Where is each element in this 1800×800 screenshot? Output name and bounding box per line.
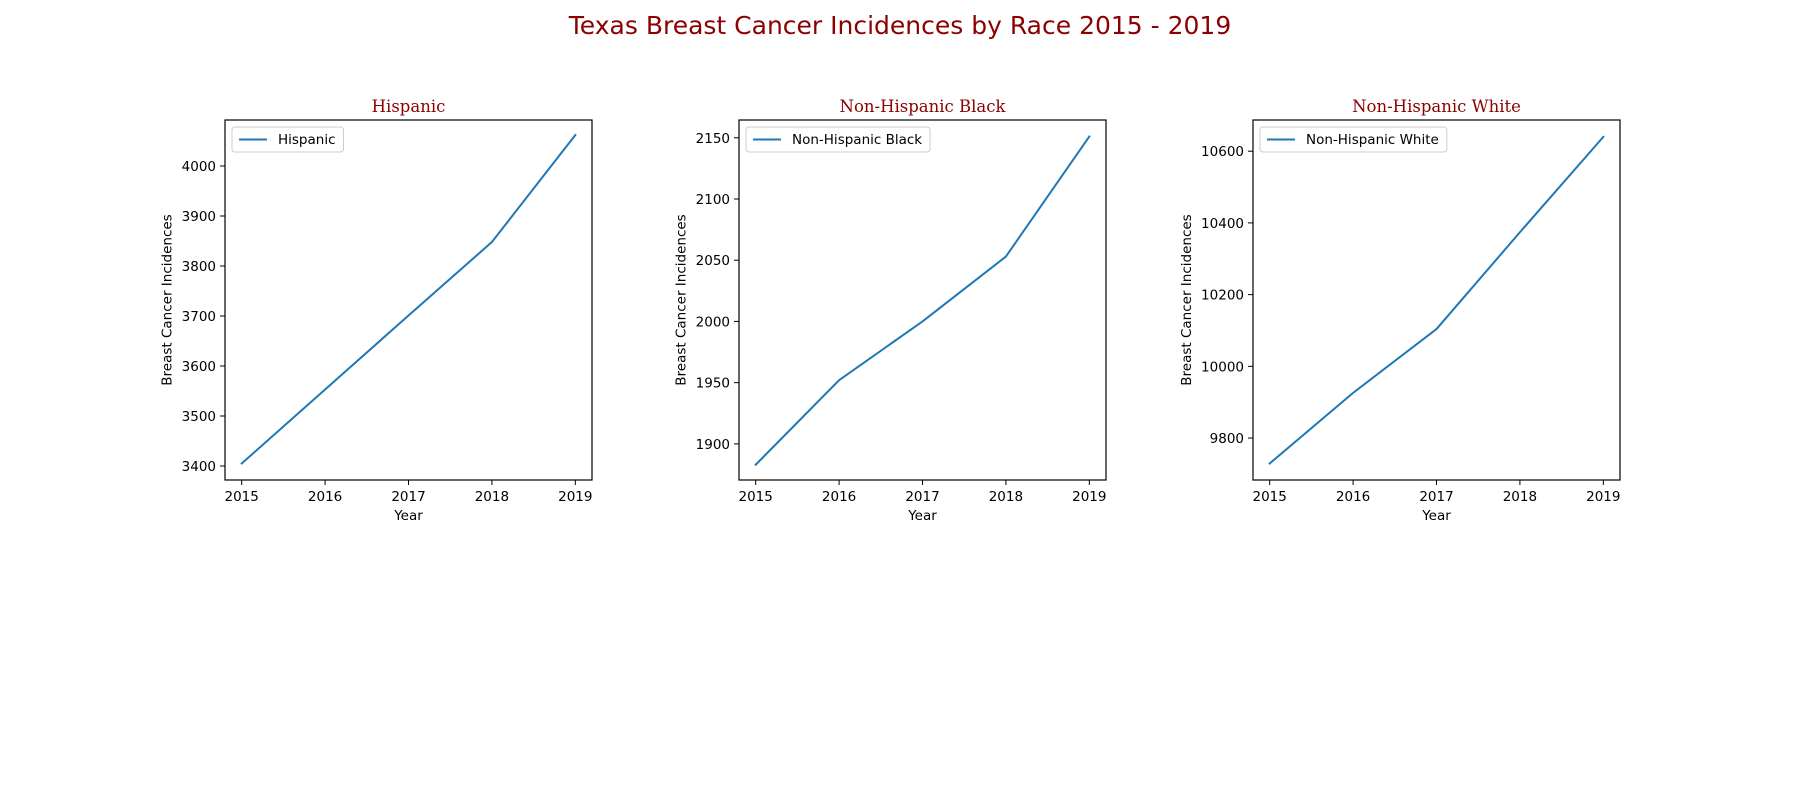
legend-box [231, 126, 345, 153]
y-tick-label: 10200 [1201, 288, 1244, 304]
y-axis-label: Breast Cancer Incidences [160, 214, 176, 385]
x-tick-label: 2019 [558, 489, 592, 505]
y-tick-label: 10000 [1201, 359, 1244, 375]
plot-area [1252, 119, 1621, 481]
plot-area [224, 119, 593, 481]
y-tick-label: 2050 [696, 253, 730, 269]
y-tick-label: 10600 [1201, 144, 1244, 160]
legend-label: Non-Hispanic White [1306, 132, 1439, 148]
x-tick-label: 2016 [308, 489, 342, 505]
y-tick-label: 2150 [696, 131, 730, 147]
y-tick-label: 3500 [182, 409, 216, 425]
y-tick-label: 3700 [182, 309, 216, 325]
subplot-title: Hispanic [372, 97, 446, 116]
x-tick-label: 2015 [225, 489, 259, 505]
legend-box [745, 126, 931, 153]
y-tick-label: 1950 [696, 376, 730, 392]
x-tick-label: 2019 [1586, 489, 1620, 505]
legend-label: Non-Hispanic Black [792, 132, 922, 148]
y-tick-label: 3400 [182, 459, 216, 475]
subplot-3: Non-Hispanic White 2015 2016 2017 2018 2019 98… [1179, 97, 1621, 524]
y-tick-label: 2100 [696, 192, 730, 208]
x-tick-label: 2017 [905, 489, 939, 505]
y-tick-label: 1900 [696, 437, 730, 453]
x-tick-label: 2017 [1419, 489, 1453, 505]
x-tick-label: 2018 [989, 489, 1023, 505]
y-tick-label: 3600 [182, 359, 216, 375]
y-tick-label: 3800 [182, 259, 216, 275]
x-tick-label: 2017 [391, 489, 425, 505]
y-tick-label: 9800 [1210, 431, 1244, 447]
series-line [240, 133, 577, 465]
plot-area [738, 119, 1107, 481]
x-tick-label: 2018 [1503, 489, 1537, 505]
legend: Non-Hispanic White [1259, 126, 1448, 153]
legend: Hispanic [231, 126, 345, 153]
legend-label: Hispanic [278, 132, 336, 148]
legend: Non-Hispanic Black [745, 126, 931, 153]
subplot-title: Non-Hispanic Black [840, 97, 1007, 116]
x-axis-label: Year [1421, 508, 1451, 524]
y-tick-label: 2000 [696, 314, 730, 330]
y-tick-label: 3900 [182, 209, 216, 225]
x-tick-label: 2015 [739, 489, 773, 505]
subplot-2: Non-Hispanic Black 2015 2016 2017 2018 2019 19… [674, 97, 1107, 524]
x-tick-label: 2015 [1253, 489, 1287, 505]
x-tick-label: 2016 [822, 489, 856, 505]
legend-box [1259, 126, 1448, 153]
series-line [754, 135, 1091, 467]
y-tick-label: 10400 [1201, 216, 1244, 232]
x-tick-label: 2016 [1336, 489, 1370, 505]
figure-title: Texas Breast Cancer Incidences by Race 2… [568, 11, 1231, 40]
subplots: Hispanic 2015 2016 2017 2018 2019 3400 3500 3600… [160, 97, 1621, 524]
series-line [1268, 135, 1605, 465]
subplot-1: Hispanic 2015 2016 2017 2018 2019 3400 3500 3600… [160, 97, 593, 524]
y-axis-label: Breast Cancer Incidences [1179, 214, 1195, 385]
x-axis-label: Year [907, 508, 937, 524]
y-tick-label: 4000 [182, 159, 216, 175]
x-tick-label: 2019 [1072, 489, 1106, 505]
y-axis-label: Breast Cancer Incidences [674, 214, 690, 385]
subplot-title: Non-Hispanic White [1352, 97, 1521, 116]
x-axis-label: Year [393, 508, 423, 524]
x-tick-label: 2018 [475, 489, 509, 505]
